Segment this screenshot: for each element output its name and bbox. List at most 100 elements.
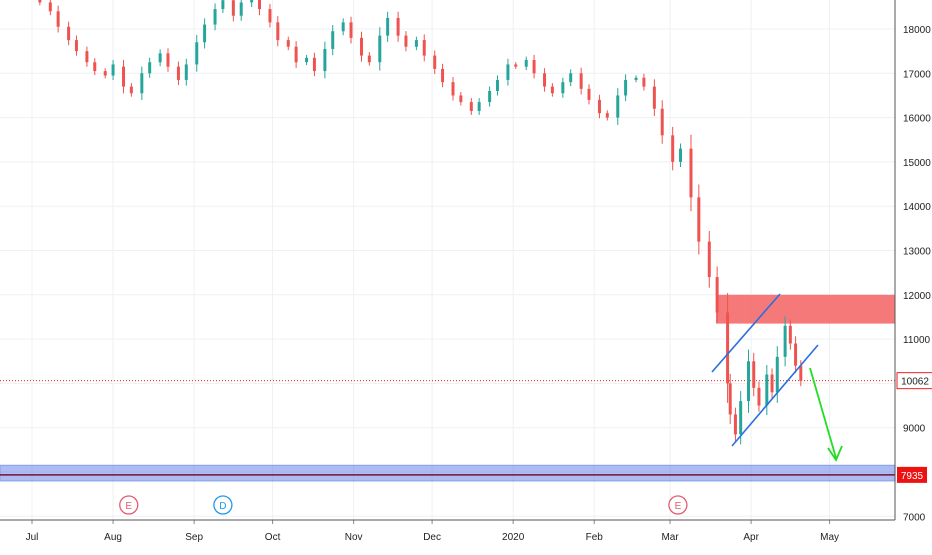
candle-body	[652, 86, 656, 109]
candle-body	[561, 82, 565, 94]
drawings	[711, 293, 843, 462]
candle-body	[495, 79, 499, 92]
candle-body	[587, 88, 591, 100]
candle-body	[488, 91, 492, 103]
price-tick-label: 16000	[903, 114, 931, 125]
support-price-tag: 7935	[897, 466, 927, 483]
candle-body	[74, 40, 78, 52]
candle-body	[268, 9, 272, 23]
candle-body	[276, 22, 280, 41]
time-tick-label: Dec	[423, 532, 441, 543]
candle-body	[184, 64, 188, 80]
resistance-zone	[716, 294, 895, 324]
candle-body	[404, 35, 408, 47]
candle-body	[305, 57, 309, 63]
candle-body	[697, 197, 701, 242]
candle-body	[532, 60, 536, 74]
candle-body	[550, 86, 554, 94]
price-axis[interactable]: 7000800090001000011000120001300014000150…	[894, 0, 932, 523]
candle-body	[349, 22, 353, 38]
candle-body	[386, 17, 390, 36]
price-tick-label: 11000	[903, 335, 931, 346]
candle-body	[85, 51, 89, 63]
candle-body	[367, 55, 371, 63]
candle-body	[213, 9, 217, 25]
candle-body	[775, 356, 779, 393]
support-price-tag-text: 7935	[901, 471, 924, 482]
candle-body	[176, 66, 180, 80]
candle-body	[111, 64, 115, 76]
price-tick-label: 14000	[903, 202, 931, 213]
candle-body	[148, 62, 152, 74]
candle-body	[579, 73, 583, 89]
candle-body	[239, 2, 243, 16]
candle-body	[459, 95, 463, 103]
price-tick-label: 17000	[903, 69, 931, 80]
candle-body	[728, 383, 732, 415]
candle-body	[56, 11, 60, 27]
event-marker-circle	[213, 495, 233, 515]
candle-body	[597, 99, 601, 114]
candle-body	[258, 0, 262, 10]
candle-body	[441, 68, 445, 83]
candle-body	[715, 277, 719, 313]
time-tick-label: Oct	[265, 532, 281, 543]
candle-body	[359, 37, 363, 56]
event-marker-circle	[119, 495, 139, 515]
candle-body	[203, 24, 207, 43]
candle-body	[195, 42, 199, 65]
time-tick-label: May	[820, 532, 839, 543]
price-tick-label: 7000	[903, 512, 926, 523]
candle-body	[294, 46, 298, 63]
time-tick-label: Mar	[661, 532, 679, 543]
time-tick-label: Sep	[185, 532, 203, 543]
candles	[38, 0, 803, 445]
candle-body	[752, 361, 756, 388]
candle-body	[569, 73, 573, 83]
candle-body	[524, 60, 528, 67]
candle-body	[733, 414, 737, 435]
candle-body	[414, 40, 418, 47]
candle-body	[634, 77, 638, 80]
time-tick-label: Jul	[26, 532, 39, 543]
price-tick-label: 13000	[903, 247, 931, 258]
current-price-tag-text: 10062	[901, 377, 929, 388]
candle-body	[543, 73, 547, 87]
event-marker-label: E	[125, 501, 132, 512]
time-tick-label: Nov	[345, 532, 363, 543]
event-marker: D	[213, 495, 233, 515]
candle-body	[642, 77, 646, 87]
event-marker: E	[668, 495, 688, 515]
candle-body	[433, 55, 437, 69]
candle-body	[783, 325, 787, 357]
projection-arrow	[809, 367, 837, 459]
event-marker-label: E	[675, 501, 682, 512]
candle-body	[799, 365, 803, 381]
candle-body	[477, 102, 481, 111]
candle-body	[231, 0, 235, 16]
candle-body	[794, 343, 798, 366]
support-price-tag-bg	[897, 466, 927, 483]
time-tick-label: Aug	[104, 532, 122, 543]
candle-body	[378, 35, 382, 63]
candle-body	[726, 312, 730, 384]
candle-body	[671, 135, 675, 162]
candle-body	[158, 53, 162, 63]
price-tick-label: 18000	[903, 25, 931, 36]
price-tick-label: 12000	[903, 291, 931, 302]
candle-body	[451, 82, 455, 96]
candle-body	[605, 113, 609, 118]
time-axis[interactable]: Jul Aug Sep Oct Nov Dec 2020 Feb Mar Apr May	[0, 519, 895, 543]
current-price-tag: 10062	[896, 372, 932, 390]
candle-body	[323, 48, 327, 72]
candle-body	[422, 40, 426, 56]
candle-body	[286, 40, 290, 47]
channel-upper-line	[711, 293, 781, 373]
current-price-tag-bg	[896, 372, 932, 390]
candle-body	[250, 0, 254, 3]
candle-body	[788, 325, 792, 344]
candle-body	[67, 26, 71, 41]
candle-body	[38, 0, 42, 3]
